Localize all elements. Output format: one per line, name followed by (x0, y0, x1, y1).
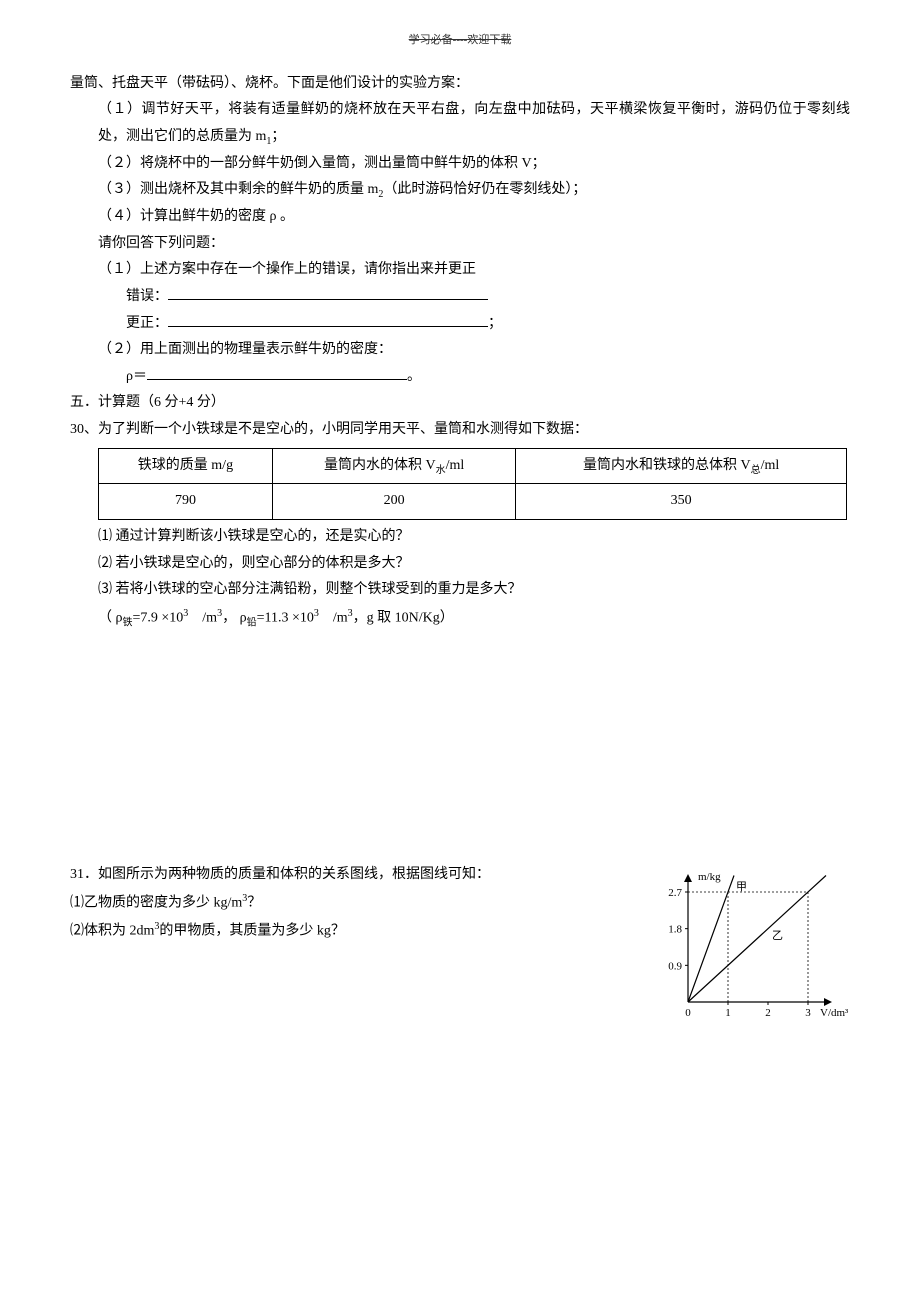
error-blank (168, 286, 488, 300)
step1-text: （１）调节好天平，将装有适量鲜奶的烧杯放在天平右盘，向左盘中加砝码，天平横梁恢复… (98, 102, 850, 144)
fix-label: 更正： (126, 316, 168, 331)
mass-volume-chart: 0.9 1.8 2.7 0 1 2 3 m/kg V/dm³ 甲乙 (650, 862, 850, 1043)
p30-note: （ ρ铁=7.9 ×103 /m3， ρ铅=11.3 ×103 /m3，g 取 … (70, 604, 850, 632)
problem-31-text: 31．如图所示为两种物质的质量和体积的关系图线，根据图线可知： ⑴乙物质的密度为… (70, 862, 640, 945)
question-2: （２）用上面测出的物理量表示鲜牛奶的密度： (70, 337, 850, 364)
th2-text: 量筒内水的体积 V (324, 458, 436, 473)
fe-val: =7.9 ×10 (133, 610, 184, 625)
p31-2-text: ⑵体积为 2dm (70, 924, 154, 939)
th2-unit: /ml (446, 458, 465, 473)
svg-text:V/dm³: V/dm³ (820, 1007, 849, 1019)
p31-1-text: ⑴乙物质的密度为多少 kg/m (70, 895, 242, 910)
g-note: ，g 取 10N/Kg） (353, 610, 454, 625)
svg-text:甲: 甲 (736, 881, 747, 893)
step3-end: （此时游码恰好仍在零刻线处）； (383, 182, 586, 197)
p31-1-end: ？ (247, 895, 261, 910)
th3-text: 量筒内水和铁球的总体积 V (583, 458, 751, 473)
pb-sub: 铅 (247, 617, 257, 628)
page-header: 学习必备----欢迎下载 (70, 30, 850, 51)
problem-30: 30、为了判断一个小铁球是不是空心的，小明同学用天平、量筒和水测得如下数据： (70, 417, 850, 444)
step-3: （３）测出烧杯及其中剩余的鲜牛奶的质量 m2（此时游码恰好仍在零刻线处）； (70, 177, 850, 204)
th-vtotal: 量筒内水和铁球的总体积 V总/ml (516, 448, 846, 484)
fe-sub: 铁 (123, 617, 133, 628)
step1-end: ； (271, 129, 285, 144)
p31-2-end: 的甲物质，其质量为多少 kg？ (159, 924, 345, 939)
pb-val: =11.3 ×10 (257, 610, 314, 625)
svg-text:0.9: 0.9 (668, 961, 682, 973)
document-body: 量筒、托盘天平（带砝码）、烧杯。下面是他们设计的实验方案： （１）调节好天平，将… (70, 71, 850, 1043)
step-4: （４）计算出鲜牛奶的密度 ρ 。 (70, 204, 850, 231)
th2-sub: 水 (436, 464, 446, 475)
svg-text:1.8: 1.8 (668, 924, 682, 936)
unit1: /m (188, 610, 217, 625)
p30-sub3: ⑶ 若将小铁球的空心部分注满铅粉，则整个铁球受到的重力是多大？ (70, 577, 850, 604)
rho-line: ρ＝ 。 (70, 364, 850, 391)
section-5-title: 五．计算题（6 分+4 分） (70, 390, 850, 417)
th3-sub: 总 (751, 464, 761, 475)
svg-text:乙: 乙 (772, 929, 783, 942)
svg-text:1: 1 (725, 1007, 731, 1019)
data-table: 铁球的质量 m/g 量筒内水的体积 V水/ml 量筒内水和铁球的总体积 V总/m… (98, 448, 847, 520)
unit2: /m (319, 610, 348, 625)
problem-31-wrap: 31．如图所示为两种物质的质量和体积的关系图线，根据图线可知： ⑴乙物质的密度为… (70, 862, 850, 1043)
step3-text: （３）测出烧杯及其中剩余的鲜牛奶的质量 m (98, 182, 378, 197)
rho-blank (147, 366, 407, 380)
p31-sub2: ⑵体积为 2dm3的甲物质，其质量为多少 kg？ (70, 917, 640, 945)
rho-label: ρ＝ (126, 369, 147, 384)
th-vwater: 量筒内水的体积 V水/ml (272, 448, 516, 484)
step-2: （２）将烧杯中的一部分鲜牛奶倒入量筒，测出量筒中鲜牛奶的体积 V； (70, 151, 850, 178)
svg-text:2.7: 2.7 (668, 887, 682, 899)
p30-sub2: ⑵ 若小铁球是空心的，则空心部分的体积是多大？ (70, 551, 850, 578)
svg-text:m/kg: m/kg (698, 871, 721, 883)
error-label: 错误： (126, 289, 168, 304)
svg-text:3: 3 (805, 1007, 811, 1019)
ask-line: 请你回答下列问题： (70, 231, 850, 258)
fix-end: ； (488, 316, 502, 331)
fix-blank (168, 313, 488, 327)
chart-svg: 0.9 1.8 2.7 0 1 2 3 m/kg V/dm³ 甲乙 (650, 862, 850, 1032)
p31-title: 31．如图所示为两种物质的质量和体积的关系图线，根据图线可知： (70, 862, 640, 889)
rho-end: 。 (407, 369, 421, 384)
table-data-row: 790 200 350 (99, 484, 847, 520)
question-1: （１）上述方案中存在一个操作上的错误，请你指出来并更正 (70, 257, 850, 284)
table-header-row: 铁球的质量 m/g 量筒内水的体积 V水/ml 量筒内水和铁球的总体积 V总/m… (99, 448, 847, 484)
td-mass: 790 (99, 484, 273, 520)
fix-line: 更正： ； (70, 311, 850, 338)
p30-sub1: ⑴ 通过计算判断该小铁球是空心的，还是实心的？ (70, 524, 850, 551)
error-line: 错误： (70, 284, 850, 311)
step-1: （１）调节好天平，将装有适量鲜奶的烧杯放在天平右盘，向左盘中加砝码，天平横梁恢复… (70, 97, 850, 150)
p31-sub1: ⑴乙物质的密度为多少 kg/m3？ (70, 889, 640, 917)
svg-text:0: 0 (685, 1007, 691, 1019)
sep: ， ρ (222, 610, 247, 625)
td-vtotal: 350 (516, 484, 846, 520)
svg-text:2: 2 (765, 1007, 771, 1019)
intro-line: 量筒、托盘天平（带砝码）、烧杯。下面是他们设计的实验方案： (70, 71, 850, 98)
note-open: （ ρ (98, 610, 123, 625)
th3-unit: /ml (761, 458, 780, 473)
td-vwater: 200 (272, 484, 516, 520)
th-mass: 铁球的质量 m/g (99, 448, 273, 484)
